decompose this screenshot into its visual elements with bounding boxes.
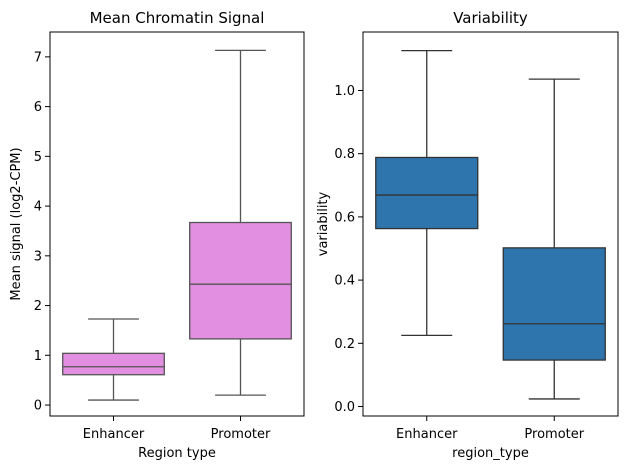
iqr-box xyxy=(502,247,606,361)
chart-title: Mean Chromatin Signal xyxy=(90,9,265,27)
x-axis-label: region_type xyxy=(452,446,529,461)
x-tick-label: Promoter xyxy=(211,427,271,442)
y-tick-label: 0 xyxy=(34,399,42,414)
y-tick-label: 1 xyxy=(34,349,42,364)
y-tick-label: 0.2 xyxy=(334,337,355,352)
right-chart-panel: 0.0 0.2 0.4 0.6 0.8 1.0 Enhancer Promoter Variab… xyxy=(316,9,619,461)
y-tick-label: 7 xyxy=(34,50,42,65)
x-tick-label: Enhancer xyxy=(83,427,145,442)
iqr-box xyxy=(62,352,165,376)
plot-frame xyxy=(49,31,305,417)
chart-title: Variability xyxy=(453,9,528,27)
y-tick-label: 0.0 xyxy=(334,400,355,415)
y-tick-label: 0.6 xyxy=(334,210,355,225)
enhancer-box-1 xyxy=(375,49,479,337)
y-tick-label: 5 xyxy=(34,150,42,165)
promoter-box-0 xyxy=(189,49,292,396)
y-tick-label: 2 xyxy=(34,299,42,314)
y-tick-label: 4 xyxy=(34,200,42,215)
enhancer-box-0 xyxy=(62,318,165,401)
promoter-box-1 xyxy=(502,78,606,400)
iqr-box xyxy=(189,221,292,340)
y-axis-label: Mean signal (log2-CPM) xyxy=(9,147,24,300)
x-tick-label: Promoter xyxy=(524,427,584,442)
iqr-box xyxy=(375,156,479,230)
y-tick-label: 1.0 xyxy=(334,84,355,99)
y-tick-label: 3 xyxy=(34,249,42,264)
plot-frame xyxy=(362,31,619,417)
y-tick-label: 6 xyxy=(34,100,42,115)
y-tick-label: 0.8 xyxy=(334,147,355,162)
x-axis-label: Region type xyxy=(138,446,216,461)
x-tick-label: Enhancer xyxy=(396,427,458,442)
y-tick-label: 0.4 xyxy=(334,274,355,289)
y-axis-label: variability xyxy=(316,191,331,256)
left-chart-panel: 0 1 2 3 4 5 6 7 Enhancer Promoter Mean Chromatin S… xyxy=(9,9,305,461)
